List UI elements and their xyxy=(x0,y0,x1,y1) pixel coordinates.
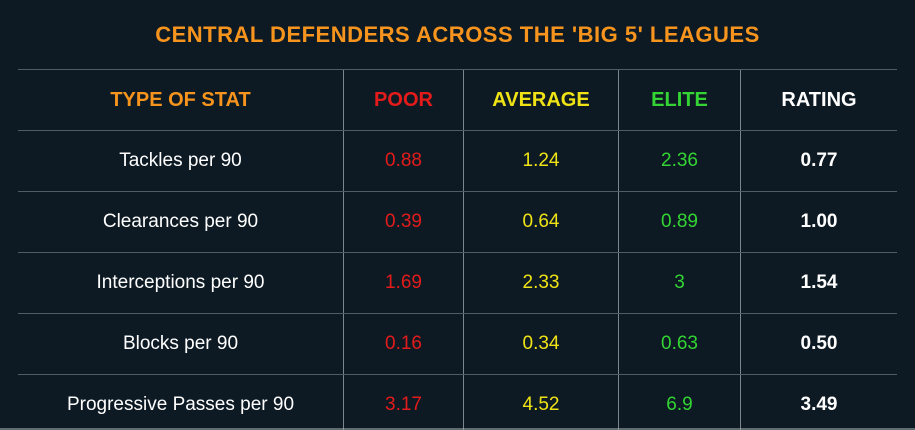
elite-value: 0.63 xyxy=(618,314,740,374)
poor-value: 1.69 xyxy=(343,253,463,313)
rating-value: 0.77 xyxy=(740,131,897,191)
rating-value: 1.00 xyxy=(740,192,897,252)
stats-table: TYPE OF STAT POOR AVERAGE ELITE RATING T… xyxy=(18,69,897,430)
table-row: Clearances per 90 0.39 0.64 0.89 1.00 xyxy=(18,191,897,252)
column-header-rating: RATING xyxy=(740,70,897,130)
poor-value: 0.88 xyxy=(343,131,463,191)
column-header-type-of-stat: TYPE OF STAT xyxy=(110,88,251,111)
rating-value: 1.54 xyxy=(740,253,897,313)
stat-name: Progressive Passes per 90 xyxy=(66,394,295,415)
page-title: CENTRAL DEFENDERS ACROSS THE 'BIG 5' LEA… xyxy=(155,22,760,47)
average-value: 4.52 xyxy=(463,375,618,430)
elite-value: 2.36 xyxy=(618,131,740,191)
stat-name: Interceptions per 90 xyxy=(96,272,265,293)
average-value: 2.33 xyxy=(463,253,618,313)
elite-value: 6.9 xyxy=(618,375,740,430)
average-value: 0.64 xyxy=(463,192,618,252)
stat-name: Tackles per 90 xyxy=(119,150,242,171)
column-header-poor: POOR xyxy=(343,70,463,130)
average-value: 0.34 xyxy=(463,314,618,374)
elite-value: 3 xyxy=(618,253,740,313)
stat-name: Blocks per 90 xyxy=(122,333,239,354)
column-header-elite: ELITE xyxy=(618,70,740,130)
poor-value: 0.16 xyxy=(343,314,463,374)
table-row: Blocks per 90 0.16 0.34 0.63 0.50 xyxy=(18,313,897,374)
rating-value: 3.49 xyxy=(740,375,897,430)
elite-value: 0.89 xyxy=(618,192,740,252)
table-row: Tackles per 90 0.88 1.24 2.36 0.77 xyxy=(18,130,897,191)
table-row: Progressive Passes per 90 3.17 4.52 6.9 … xyxy=(18,374,897,430)
bottom-divider xyxy=(0,428,915,430)
stat-name: Clearances per 90 xyxy=(102,211,259,232)
table-header-row: TYPE OF STAT POOR AVERAGE ELITE RATING xyxy=(18,69,897,130)
average-value: 1.24 xyxy=(463,131,618,191)
poor-value: 0.39 xyxy=(343,192,463,252)
rating-value: 0.50 xyxy=(740,314,897,374)
poor-value: 3.17 xyxy=(343,375,463,430)
table-row: Interceptions per 90 1.69 2.33 3 1.54 xyxy=(18,252,897,313)
column-header-average: AVERAGE xyxy=(463,70,618,130)
